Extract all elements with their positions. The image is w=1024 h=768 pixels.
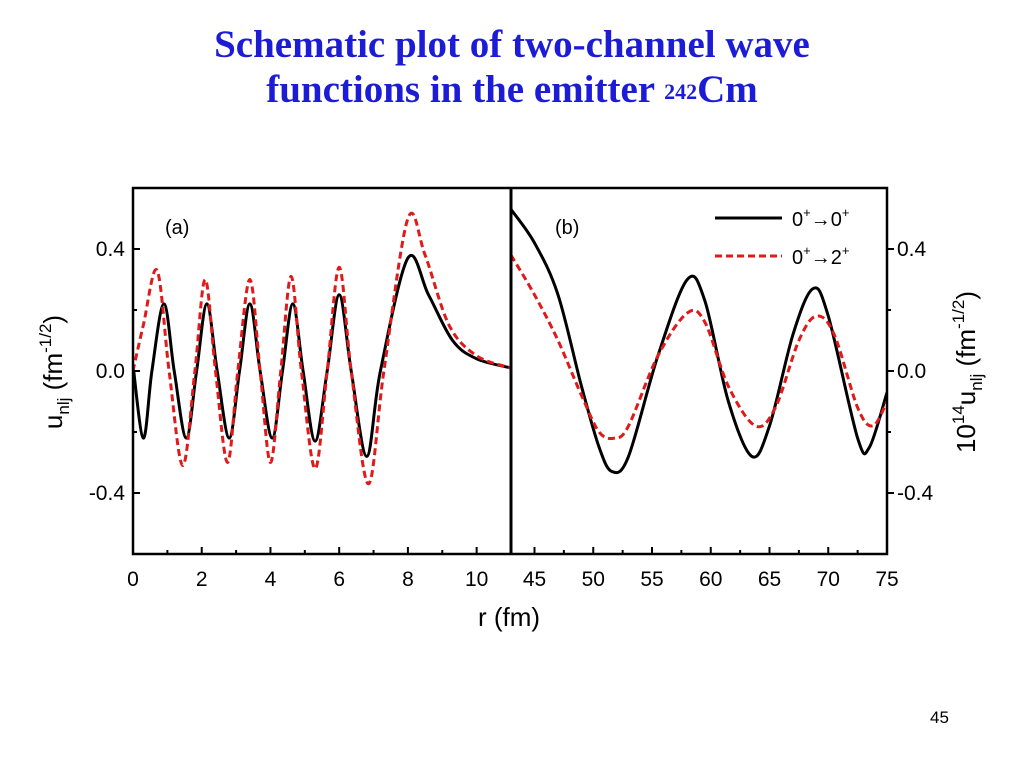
y-label-close: ) [951, 291, 981, 300]
title-line-2-text: functions in the emitter [266, 68, 665, 111]
y-label-unit: (fm [38, 353, 68, 398]
panel-a-y-tick-label: 0.0 [96, 360, 125, 383]
panel-b-y-tick-label: -0.4 [897, 482, 934, 505]
panel-a-x-tick-label: 2 [196, 568, 208, 591]
y-label-base: u [951, 391, 981, 405]
panel-b-x-tick-label: 55 [640, 568, 663, 591]
legend-base: 0 [792, 209, 803, 231]
legend-entry-solid: 0+→0+ [792, 205, 849, 231]
y-label-unit: (fm [951, 329, 981, 374]
panel-b-y-axis-label: 1014unlj (fm-1/2) [949, 291, 986, 453]
panel-a-label: (a) [165, 217, 189, 239]
y-label-exp: -1/2 [949, 300, 968, 329]
panel-a-series-dashed-line [133, 211, 511, 486]
legend-base: 0 [792, 247, 803, 269]
legend-sup: + [803, 205, 811, 220]
panel-b-x-tick-label: 45 [523, 568, 546, 591]
y-label-pre: 10 [951, 424, 981, 453]
panel-b-x-tick-label: 60 [699, 568, 722, 591]
x-axis-label: r (fm) [478, 602, 540, 632]
slide-title: Schematic plot of two-channel wave funct… [0, 22, 1024, 112]
panel-b-x-tick-label: 65 [758, 568, 781, 591]
panel-a-x-tick-label: 0 [127, 568, 139, 591]
y-label-sub: nlj [54, 398, 73, 415]
panel-b-series-solid-line [511, 208, 887, 475]
panel-a-x-tick-label: 10 [465, 568, 488, 591]
panel-b-x-tick-label: 50 [582, 568, 605, 591]
y-label-base: u [38, 415, 68, 429]
panel-a-x-tick-label: 8 [402, 568, 414, 591]
y-label-pre-exp: 14 [949, 405, 968, 424]
panel-b-y-tick-label: 0.4 [897, 238, 927, 261]
panel-a-x-tick-label: 6 [333, 568, 345, 591]
legend-base2: 0 [831, 209, 842, 231]
panel-a-y-tick-label: -0.4 [89, 482, 126, 505]
title-line-1: Schematic plot of two-channel wave [214, 23, 810, 66]
title-element: Cm [697, 68, 758, 111]
panel-b-x-tick-label: 70 [817, 568, 840, 591]
title-superscript: 242 [664, 79, 698, 104]
y-label-sub: nlj [967, 374, 986, 391]
panel-a-y-axis-label: unlj (fm-1/2) [36, 315, 73, 429]
panel-b-label: (b) [555, 217, 579, 239]
legend-arrow: → [811, 247, 831, 269]
y-label-close: ) [38, 315, 68, 324]
panel-a-y-tick-label: 0.4 [96, 238, 126, 261]
panel-b-x-tick-label: 75 [875, 568, 898, 591]
legend-sup2: + [842, 205, 850, 220]
title-line-2: functions in the emitter 242Cm [0, 67, 1024, 112]
panel-b-series-dashed-line [511, 254, 887, 441]
panel-a-x-tick-label: 4 [265, 568, 277, 591]
legend-sup: + [803, 243, 811, 258]
panel-b-y-tick-label: 0.0 [897, 360, 926, 383]
slide-number: 45 [930, 708, 949, 727]
legend-arrow: → [811, 209, 831, 231]
legend-base2: 2 [831, 247, 842, 269]
legend-sup2: + [842, 243, 850, 258]
legend-entry-dashed: 0+→2+ [792, 243, 849, 269]
y-label-exp: -1/2 [36, 324, 55, 353]
